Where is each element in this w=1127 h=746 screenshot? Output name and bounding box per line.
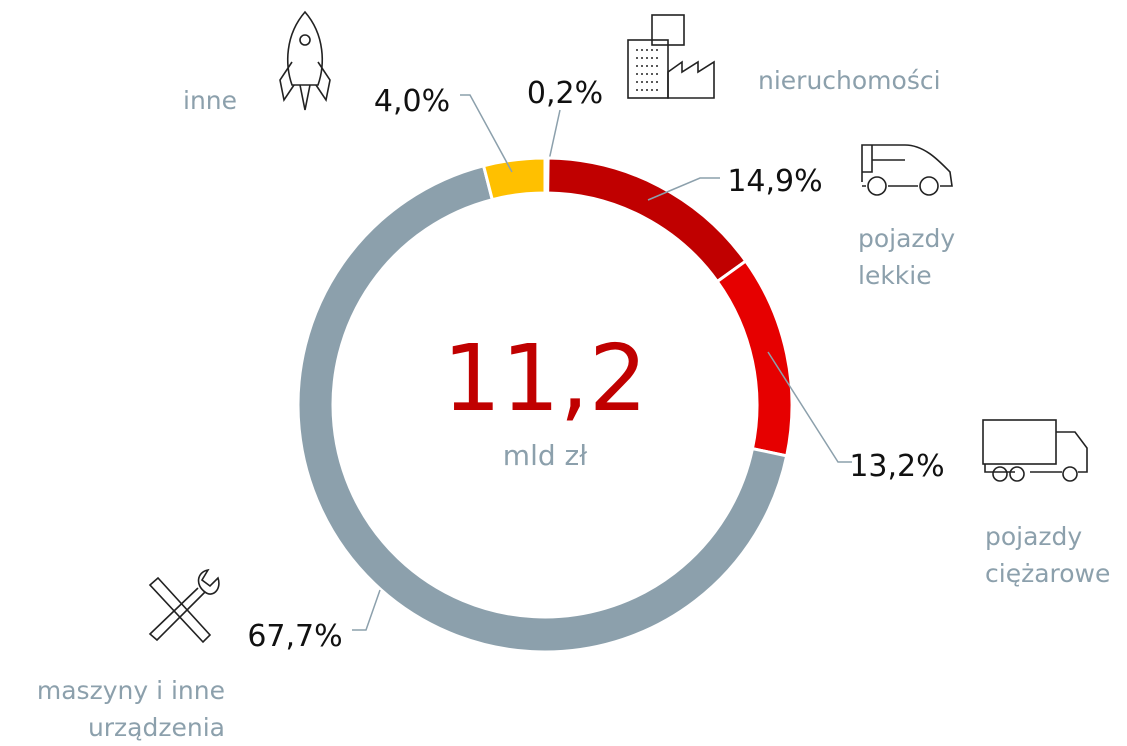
donut-segment [296, 163, 789, 654]
category-label: nieruchomości [758, 66, 941, 95]
value-label: 0,2% [527, 76, 603, 111]
donut-segment [546, 156, 748, 284]
category-label: maszyny i inne urządzenia [36, 676, 225, 742]
category-label: pojazdy ciężarowe [985, 522, 1111, 588]
leader-line [460, 94, 513, 173]
value-label: 13,2% [849, 449, 944, 484]
center-unit: mld zł [503, 439, 587, 472]
van-icon [861, 144, 953, 196]
leader-line [647, 177, 720, 201]
leader-line [767, 351, 852, 463]
category-label: inne [183, 86, 238, 115]
donut-segment [481, 156, 547, 202]
value-label: 14,9% [727, 164, 822, 199]
donut-segment [715, 258, 794, 458]
tools-icon [148, 568, 220, 644]
category-label: pojazdy lekkie [858, 224, 956, 290]
truck-icon [982, 419, 1088, 482]
center-value: 11,2 [443, 325, 648, 432]
leader-line [352, 589, 381, 631]
building-icon [627, 14, 715, 99]
rocket-icon [279, 10, 331, 111]
value-label: 4,0% [374, 84, 450, 119]
value-label: 67,7% [247, 619, 342, 654]
